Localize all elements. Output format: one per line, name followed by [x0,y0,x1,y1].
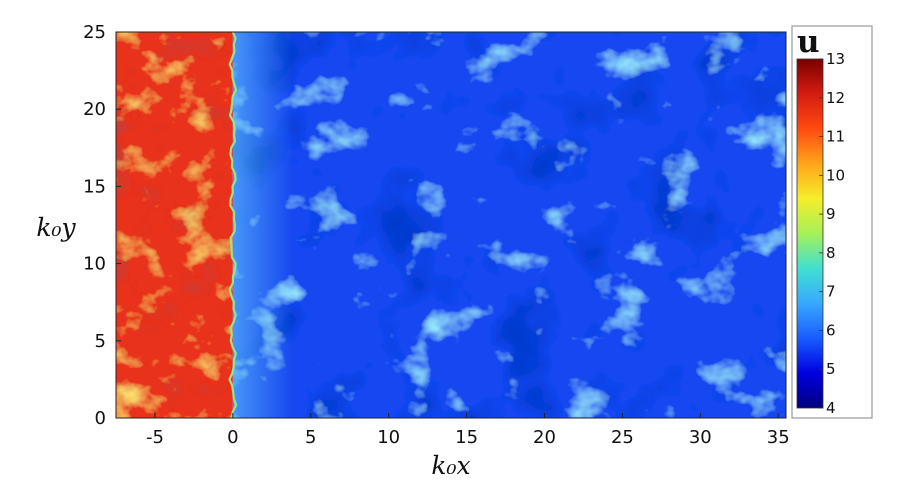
x-tick-label: 5 [305,427,316,448]
colorbar: u 4 5 6 7 8 9 10 11 12 13 [791,24,873,419]
colorbar-tick-label: 10 [826,166,845,184]
x-tick-label: 25 [611,427,634,448]
x-axis-label: k₀x [431,451,470,480]
y-tick-label: 20 [83,99,106,120]
y-axis: 0 5 10 15 20 25 [83,22,121,429]
y-tick-label: 10 [83,254,106,275]
colorbar-tick-label: 4 [826,399,836,417]
colorbar-tick-label: 12 [826,89,845,107]
colorbar-tick-label: 8 [826,244,836,262]
front-glow [232,32,293,418]
x-tick-label: -5 [146,427,164,448]
y-tick-label: 25 [83,22,106,43]
y-tick-label: 15 [83,176,106,197]
colorbar-tick-label: 13 [826,50,845,68]
downstream-region [232,32,786,418]
plot-frame [115,31,787,419]
colorbar-tick-label: 7 [826,283,836,301]
colorbar-title: u [797,24,820,60]
y-axis-label: k₀y [36,213,76,242]
plot-area [116,32,786,418]
y-tick-label: 0 [95,408,106,429]
x-tick-label: 15 [455,427,478,448]
x-tick-label: 35 [767,427,790,448]
y-tick-label: 5 [95,331,106,352]
colorbar-tick-label: 11 [826,128,845,146]
x-axis: -5 0 5 10 15 20 25 30 35 [146,413,790,448]
colorbar-tick-label: 6 [826,321,836,339]
colorbar-ticks: 4 5 6 7 8 9 10 11 12 13 [819,50,845,417]
colorbar-ramp [796,58,824,409]
x-tick-label: 10 [377,427,400,448]
x-tick-label: 30 [689,427,712,448]
colorbar-tick-label: 5 [826,360,836,378]
upstream-region [116,32,233,418]
interface-line [228,32,238,418]
x-tick-label: 20 [533,427,556,448]
colorbar-tick-label: 9 [826,205,836,223]
x-tick-label: 0 [227,427,238,448]
